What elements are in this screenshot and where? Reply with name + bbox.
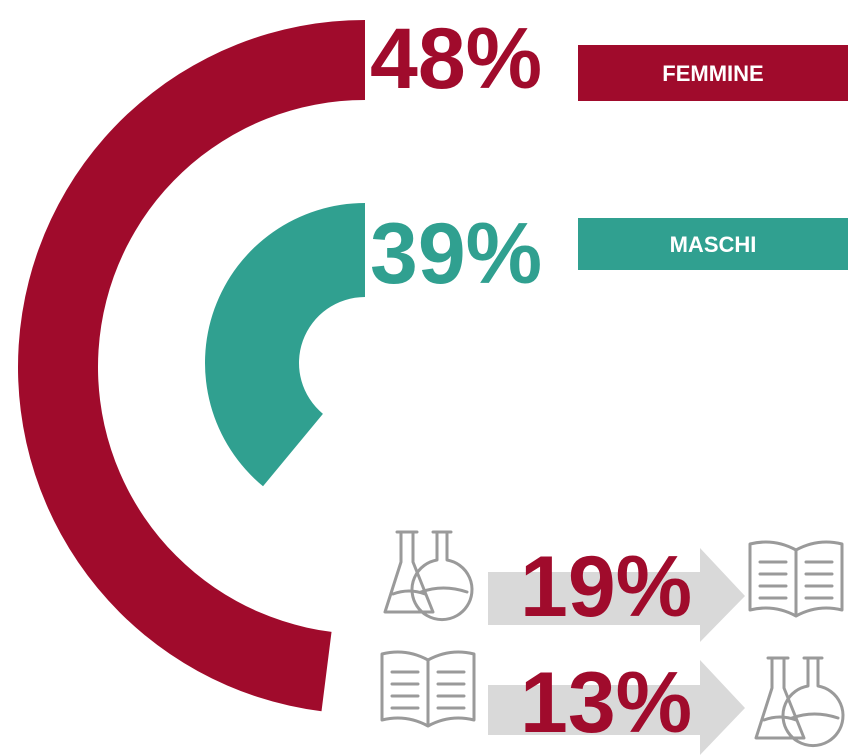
- arrow: [488, 660, 745, 755]
- category-tag: [578, 218, 848, 270]
- arc-bar: [205, 203, 365, 487]
- arc-bar: [17, 20, 365, 712]
- book-icon: [748, 540, 844, 618]
- value-label: 39%: [370, 206, 542, 302]
- flask-icon: [754, 656, 845, 748]
- value-label: 48%: [370, 11, 542, 107]
- category-label: FEMMINE: [662, 61, 763, 86]
- arrow: [488, 548, 745, 642]
- flow-label: 13%: [520, 655, 692, 751]
- flask-icon: [383, 530, 474, 622]
- flow-label: 19%: [520, 539, 692, 635]
- category-tag: [578, 45, 848, 101]
- category-label: MASCHI: [670, 232, 757, 257]
- flows: 19% 13%: [380, 530, 845, 755]
- book-icon: [380, 650, 476, 728]
